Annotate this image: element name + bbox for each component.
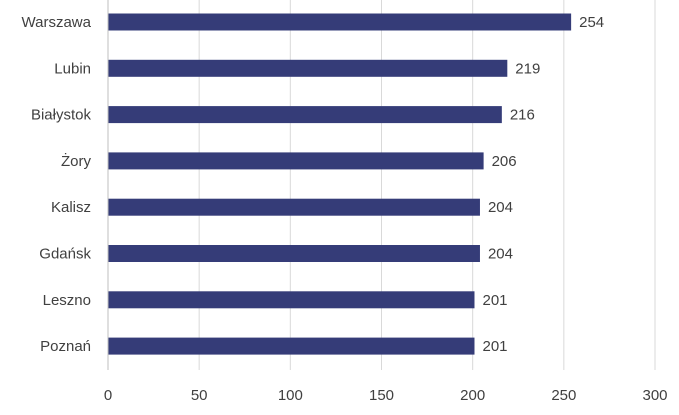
data-label: 204: [488, 246, 513, 263]
x-tick-label: 50: [191, 387, 208, 404]
category-label: Poznań: [40, 338, 91, 355]
bar: [108, 198, 480, 216]
category-label: Leszno: [43, 292, 91, 309]
x-tick-label: 100: [278, 387, 303, 404]
category-labels: Warszawa Lubin Białystok Żory Kalisz Gdańsk Le…: [22, 14, 92, 355]
category-label: Lubin: [54, 60, 91, 77]
data-label: 201: [482, 338, 507, 355]
category-label: Żory: [61, 152, 92, 170]
bar: [108, 13, 572, 31]
bars: [108, 13, 572, 355]
data-label: 219: [515, 60, 540, 77]
data-label: 254: [579, 14, 604, 31]
value-labels: 254 219 216 206 204 204 201 201: [482, 14, 604, 355]
data-label: 216: [510, 107, 535, 124]
data-label: 206: [492, 153, 517, 170]
data-label: 201: [482, 292, 507, 309]
bar: [108, 59, 508, 77]
bar: [108, 291, 475, 309]
category-label: Warszawa: [22, 14, 92, 31]
gridlines: [107, 0, 656, 370]
bar: [108, 337, 475, 355]
x-tick-label: 300: [642, 387, 667, 404]
category-label: Białystok: [31, 107, 92, 124]
category-label: Gdańsk: [39, 246, 91, 263]
bar: [108, 152, 484, 170]
bar: [108, 106, 502, 124]
x-tick-label: 200: [460, 387, 485, 404]
bar: [108, 245, 480, 262]
category-label: Kalisz: [51, 199, 91, 216]
data-label: 204: [488, 199, 513, 216]
x-tick-label: 250: [551, 387, 576, 404]
x-axis-ticks: 0 50 100 150 200 250 300: [104, 387, 668, 404]
x-tick-label: 0: [104, 387, 112, 404]
x-tick-label: 150: [369, 387, 394, 404]
